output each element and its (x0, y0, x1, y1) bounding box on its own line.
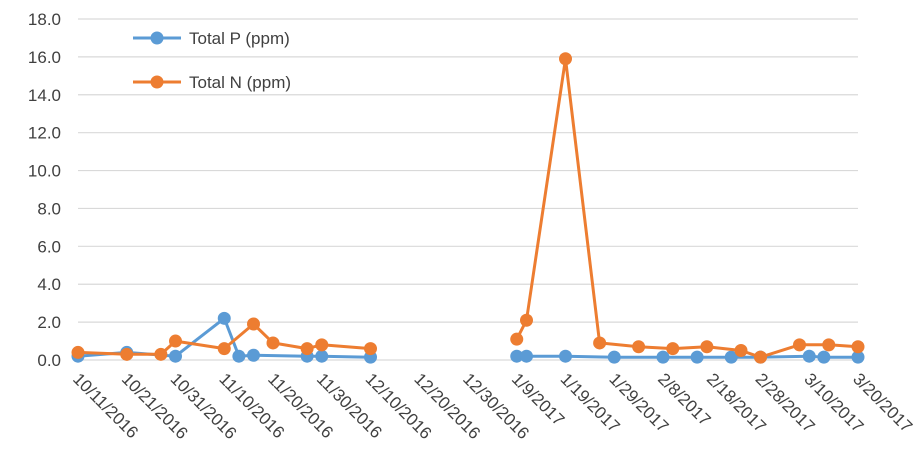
legend-label: Total P (ppm) (189, 29, 290, 48)
x-axis-ticks: 10/11/201610/21/201610/31/201611/10/2016… (69, 369, 916, 443)
data-point (266, 336, 280, 350)
y-tick-label: 2.0 (37, 313, 61, 332)
series-total-n (71, 52, 865, 364)
data-point (817, 350, 831, 364)
data-point (724, 350, 738, 364)
data-point (364, 342, 377, 356)
data-point (169, 334, 182, 348)
series-total-p (71, 311, 865, 364)
data-point (593, 336, 607, 350)
legend-label: Total N (ppm) (189, 73, 291, 92)
y-tick-label: 6.0 (37, 237, 61, 256)
data-point (851, 350, 865, 364)
series-line (77, 322, 371, 356)
data-point (851, 340, 865, 354)
data-point (793, 338, 806, 352)
y-tick-label: 12.0 (28, 124, 61, 143)
legend-marker (150, 31, 164, 45)
data-point (217, 311, 231, 325)
data-point (666, 342, 680, 356)
data-point (656, 350, 670, 364)
y-tick-label: 0.0 (37, 351, 61, 370)
data-point (315, 349, 329, 363)
y-tick-label: 4.0 (37, 275, 61, 294)
data-point (120, 347, 134, 361)
data-point (232, 349, 246, 363)
legend: Total P (ppm) Total N (ppm) (133, 29, 291, 92)
y-tick-label: 14.0 (28, 86, 61, 105)
legend-item: Total N (ppm) (133, 73, 291, 92)
series-layer (71, 52, 865, 364)
y-tick-label: 8.0 (37, 199, 61, 218)
y-tick-label: 10.0 (28, 162, 61, 181)
data-point (217, 342, 231, 356)
data-point (822, 338, 836, 352)
y-tick-label: 16.0 (28, 48, 61, 67)
data-point (510, 349, 524, 363)
gridlines (78, 18, 858, 361)
data-point (315, 338, 329, 352)
legend-marker (150, 75, 164, 89)
data-point (169, 349, 182, 363)
data-point (247, 317, 260, 331)
data-point (300, 342, 314, 356)
data-point (700, 340, 714, 354)
data-point (632, 340, 646, 354)
data-point (510, 332, 524, 346)
data-point (520, 313, 533, 327)
data-point (607, 350, 621, 364)
data-point (559, 349, 572, 363)
data-point (690, 350, 704, 364)
data-point (520, 349, 533, 363)
data-point (802, 349, 816, 363)
data-point (71, 345, 85, 359)
data-point (559, 52, 572, 66)
legend-item: Total P (ppm) (133, 29, 290, 48)
y-axis-ticks: 0.0 2.0 4.0 6.0 8.0 10.0 12.0 14.0 16.0 18.0 (28, 10, 61, 370)
data-point (754, 350, 767, 364)
data-point (247, 348, 260, 362)
data-point (734, 344, 748, 358)
data-point (154, 347, 168, 361)
y-tick-label: 18.0 (28, 10, 61, 29)
